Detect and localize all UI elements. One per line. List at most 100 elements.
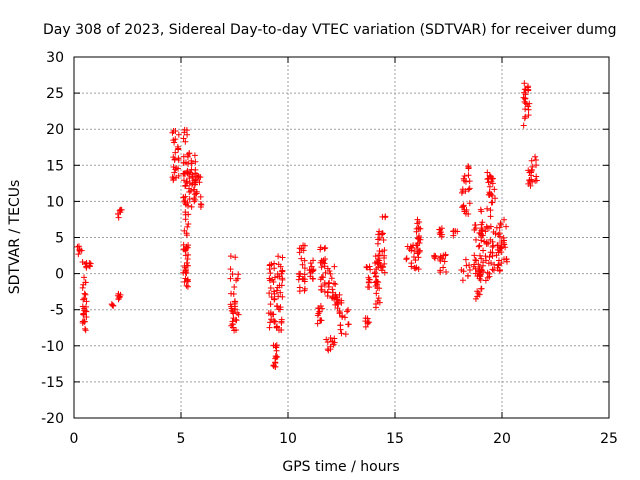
data-point — [443, 269, 450, 276]
data-point — [193, 171, 200, 178]
data-point — [175, 131, 182, 138]
data-point — [186, 195, 193, 202]
data-point — [488, 191, 495, 198]
data-point — [278, 326, 285, 333]
data-point — [115, 296, 122, 303]
data-point — [182, 182, 189, 189]
data-point — [227, 275, 234, 282]
data-point — [231, 283, 238, 290]
data-point — [271, 260, 278, 267]
data-point — [170, 177, 177, 184]
data-point — [309, 268, 316, 275]
data-point — [338, 299, 345, 306]
data-point — [275, 293, 282, 300]
data-point — [487, 173, 494, 180]
data-point — [490, 267, 497, 274]
data-point — [267, 319, 274, 326]
data-point — [295, 271, 302, 278]
data-point — [345, 321, 352, 328]
data-point — [525, 106, 532, 113]
data-point — [465, 172, 472, 179]
data-point — [183, 243, 190, 250]
data-point — [182, 247, 189, 254]
data-point — [301, 278, 308, 285]
data-point — [274, 273, 281, 280]
data-point — [377, 262, 384, 269]
data-point — [362, 323, 369, 330]
data-point — [480, 247, 487, 254]
data-point — [117, 291, 124, 298]
data-point — [81, 295, 88, 302]
y-tick-label: 15 — [46, 158, 64, 174]
data-point — [75, 243, 82, 250]
data-point — [367, 266, 374, 273]
data-point — [180, 153, 187, 160]
data-point — [477, 206, 484, 213]
data-point — [465, 186, 472, 193]
data-point — [521, 80, 528, 87]
data-point — [496, 233, 503, 240]
data-point — [74, 243, 81, 250]
data-point — [381, 269, 388, 276]
data-point — [329, 286, 336, 293]
data-point — [271, 296, 278, 303]
data-point — [376, 252, 383, 259]
data-point — [525, 86, 532, 93]
data-point — [76, 247, 83, 254]
data-point — [277, 306, 284, 313]
data-point — [484, 169, 491, 176]
data-point — [365, 274, 372, 281]
x-tick-label: 15 — [386, 431, 404, 447]
y-tick-label: 25 — [46, 86, 64, 102]
data-point — [471, 221, 478, 228]
data-point — [522, 106, 529, 113]
data-point — [331, 263, 338, 270]
data-point — [465, 210, 472, 217]
data-point — [227, 266, 234, 273]
data-point — [478, 285, 485, 292]
data-point — [489, 180, 496, 187]
data-point — [475, 261, 482, 268]
data-point — [272, 360, 279, 367]
data-point — [180, 177, 187, 184]
data-point — [475, 290, 482, 297]
data-point — [298, 245, 305, 252]
plot-border — [73, 56, 610, 419]
data-point — [463, 262, 470, 269]
data-point — [482, 253, 489, 260]
data-point — [503, 258, 510, 265]
data-point — [374, 297, 381, 304]
data-point — [417, 236, 424, 243]
data-point — [416, 233, 423, 240]
data-point — [170, 128, 177, 135]
data-point — [279, 267, 286, 274]
y-tick-label: 0 — [55, 267, 64, 283]
y-tick-label: 10 — [46, 194, 64, 210]
data-point — [267, 270, 274, 277]
data-point — [479, 227, 486, 234]
data-point — [437, 253, 444, 260]
data-point — [330, 280, 337, 287]
data-point — [83, 314, 90, 321]
data-point — [336, 291, 343, 298]
x-tick-label: 0 — [70, 431, 79, 447]
data-point — [184, 151, 191, 158]
data-point — [230, 291, 237, 298]
data-point — [266, 324, 273, 331]
x-tick-label: 5 — [177, 431, 186, 447]
data-point — [109, 302, 116, 309]
data-point — [82, 325, 89, 332]
data-point — [403, 256, 410, 263]
data-point — [117, 206, 124, 213]
data-point — [182, 252, 189, 259]
data-point — [184, 202, 191, 209]
x-tick-label: 10 — [279, 431, 297, 447]
data-point — [115, 214, 122, 221]
data-point — [314, 320, 321, 327]
data-point — [235, 311, 242, 318]
data-point — [174, 143, 181, 150]
data-point — [476, 291, 483, 298]
data-point — [295, 276, 302, 283]
data-point — [485, 240, 492, 247]
